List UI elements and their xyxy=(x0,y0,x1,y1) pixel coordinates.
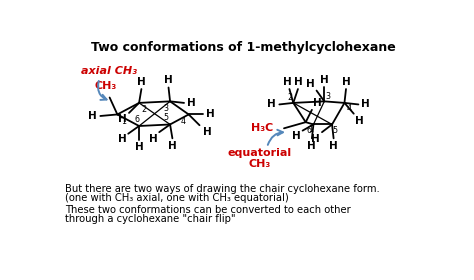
Text: But there are two ways of drawing the chair cyclohexane form.: But there are two ways of drawing the ch… xyxy=(65,184,380,194)
Text: Two conformations of 1-methylcyclohexane: Two conformations of 1-methylcyclohexane xyxy=(91,41,395,54)
Text: These two conformations can be converted to each other: These two conformations can be converted… xyxy=(65,204,351,214)
Text: H: H xyxy=(283,77,292,87)
Text: H: H xyxy=(202,127,211,137)
Text: 4: 4 xyxy=(181,117,186,126)
Text: 6: 6 xyxy=(306,126,311,135)
Text: 5: 5 xyxy=(164,113,169,122)
Text: equatorial
CH₃: equatorial CH₃ xyxy=(227,148,291,169)
Text: H: H xyxy=(292,131,300,141)
Text: H: H xyxy=(149,134,158,144)
Text: H: H xyxy=(206,109,214,120)
Text: H: H xyxy=(362,99,370,109)
Text: H: H xyxy=(168,141,177,151)
Text: H: H xyxy=(118,115,127,124)
Text: H: H xyxy=(329,141,338,151)
Text: H: H xyxy=(187,98,196,108)
Text: H: H xyxy=(311,134,319,144)
Text: 1: 1 xyxy=(121,117,126,126)
Text: H: H xyxy=(118,134,127,144)
Text: CH₃: CH₃ xyxy=(95,81,117,91)
Text: (one with CH₃ axial, one with CH₃ equatorial): (one with CH₃ axial, one with CH₃ equato… xyxy=(65,193,289,203)
Text: H: H xyxy=(89,111,97,121)
Text: H: H xyxy=(320,75,328,85)
Text: H: H xyxy=(342,77,350,87)
Text: axial CH₃: axial CH₃ xyxy=(81,66,137,76)
Text: 4: 4 xyxy=(347,104,352,113)
Text: H: H xyxy=(164,75,173,85)
Text: 2: 2 xyxy=(287,93,292,102)
Text: H: H xyxy=(356,116,364,126)
Text: through a cyclohexane "chair flip": through a cyclohexane "chair flip" xyxy=(65,214,236,224)
Text: H: H xyxy=(306,79,315,89)
Text: H: H xyxy=(294,77,303,87)
Text: H: H xyxy=(137,77,146,87)
Text: 1: 1 xyxy=(308,125,313,134)
Text: H: H xyxy=(313,98,322,108)
Text: 5: 5 xyxy=(332,126,337,135)
Text: 3: 3 xyxy=(164,104,169,113)
Text: 2: 2 xyxy=(141,105,146,114)
Text: H: H xyxy=(307,141,316,151)
Text: 3: 3 xyxy=(326,92,331,101)
Text: H: H xyxy=(135,142,144,152)
Text: H₃C: H₃C xyxy=(251,123,273,133)
Text: 6: 6 xyxy=(134,115,139,124)
Text: H: H xyxy=(267,99,276,109)
